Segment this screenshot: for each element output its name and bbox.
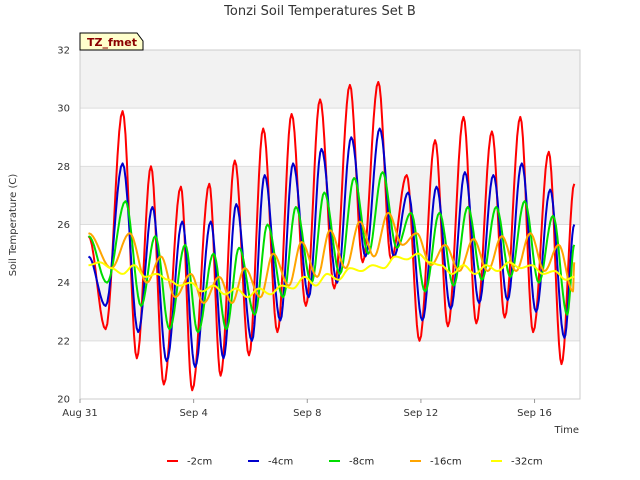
site-badge: TZ_fmet (79, 32, 144, 51)
legend-label: -4cm (268, 457, 293, 468)
background-band (80, 340, 580, 399)
background-band (80, 108, 580, 167)
y-tick-label: 28 (57, 162, 70, 173)
plot-frame (79, 49, 581, 400)
series-line-16cm (88, 211, 576, 304)
y-tick-label: 26 (57, 220, 70, 231)
x-tick-label: Aug 31 (62, 408, 97, 419)
series-layer (87, 81, 576, 392)
legend: -2cm -4cm -8cm -16cm -32cm (167, 457, 543, 468)
legend-label: -8cm (349, 457, 374, 468)
chart-title: Tonzi Soil Temperatures Set B (223, 4, 416, 19)
y-tick-label: 20 (57, 395, 70, 406)
x-axis-label: Time (554, 425, 579, 436)
legend-label: -32cm (511, 457, 543, 468)
legend-label: -16cm (430, 457, 462, 468)
y-tick-label: 22 (57, 336, 70, 347)
y-tick-label: 30 (57, 104, 70, 115)
series-line-4cm (87, 127, 576, 368)
y-tick-label: 24 (57, 278, 70, 289)
x-tick-label: Sep 16 (517, 408, 552, 419)
y-tick-label: 32 (57, 46, 70, 57)
background-band (80, 50, 580, 109)
series-line-32cm (88, 252, 575, 299)
site-badge-text: TZ_fmet (87, 36, 137, 49)
x-tick-label: Sep 12 (404, 408, 439, 419)
site-badge-box (79, 32, 144, 51)
y-axis-label: Soil Temperature (C) (8, 174, 19, 277)
x-axis-ticks: Aug 31 Sep 4 Sep 8 Sep 12 Sep 16 (62, 399, 552, 419)
series-line-8cm (87, 171, 576, 334)
x-tick-label: Sep 4 (179, 408, 207, 419)
x-tick-label: Sep 8 (293, 408, 321, 419)
y-axis-ticks: 20 22 24 26 28 30 32 (57, 46, 70, 406)
legend-label: -2cm (187, 457, 212, 468)
series-line-2cm (87, 81, 576, 392)
